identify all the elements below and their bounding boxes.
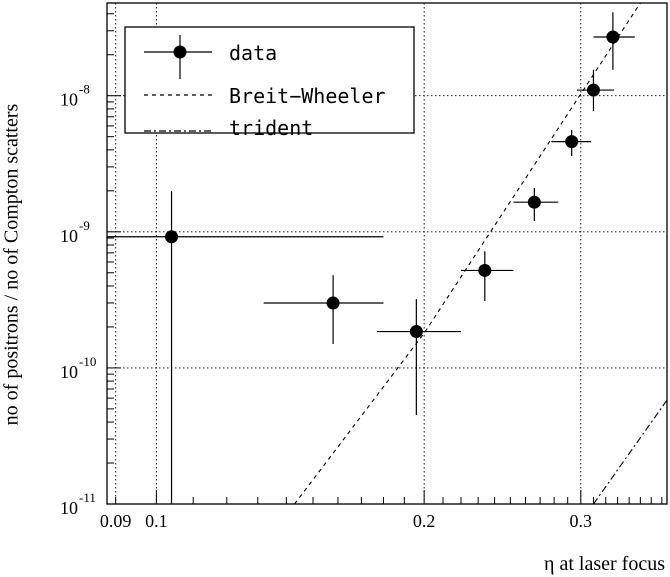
y-tick-label: 10 [60, 362, 78, 382]
x-tick-label: 0.1 [145, 511, 168, 531]
legend-label-breit-wheeler: Breit−Wheeler [229, 84, 386, 108]
data-point [165, 230, 179, 244]
x-axis-label: η at laser focus [544, 553, 665, 575]
legend-label-trident: trident [229, 116, 313, 140]
legend-data-marker [173, 45, 187, 59]
data-point [565, 135, 579, 149]
y-axis-label: no of positrons / no of Compton scatters [0, 103, 23, 426]
data-point [409, 325, 423, 339]
y-tick-label: 10 [60, 498, 78, 518]
x-tick-label: 0.3 [570, 511, 593, 531]
plot-frame [106, 2, 668, 505]
y-tick-exponent: -9 [79, 218, 90, 233]
trident-curve [593, 399, 668, 505]
data-point [606, 30, 620, 44]
axis-ticks [107, 13, 663, 505]
y-tick-label: 10 [60, 90, 78, 110]
x-tick-label: 0.09 [100, 511, 132, 531]
legend-label-data: data [229, 41, 277, 65]
y-tick-exponent: -8 [79, 82, 90, 97]
y-tick-exponent: -10 [79, 354, 96, 369]
legend-box [124, 26, 415, 134]
legend: data Breit−Wheeler trident [124, 26, 415, 140]
data-point [586, 83, 600, 97]
x-tick-label: 0.2 [413, 511, 436, 531]
data-point [527, 195, 541, 209]
theory-curves [294, 2, 668, 505]
data-point [478, 263, 492, 277]
y-tick-label: 10 [60, 226, 78, 246]
data-points [107, 12, 635, 504]
y-tick-exponent: -11 [79, 490, 96, 505]
data-point [326, 296, 340, 310]
